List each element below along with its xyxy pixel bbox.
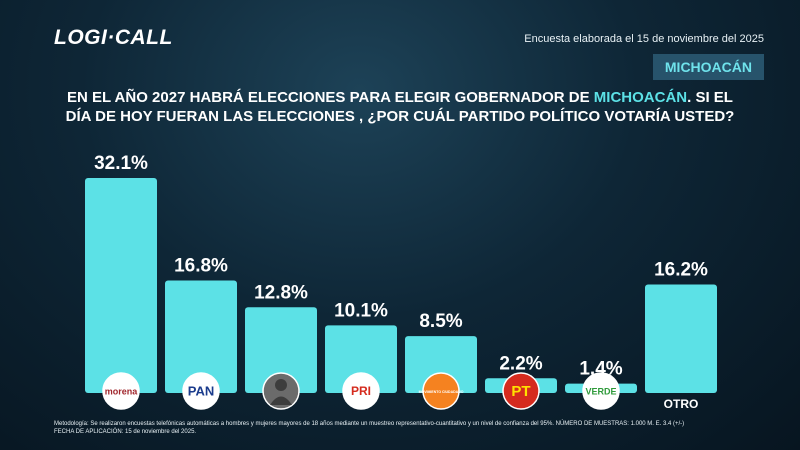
bar bbox=[325, 325, 397, 393]
bar bbox=[405, 336, 477, 393]
party-logo bbox=[502, 372, 540, 410]
title-highlight: MICHOACÁN bbox=[593, 89, 688, 106]
region-badge: MICHOACÁN bbox=[652, 54, 764, 80]
chart-title: EN EL AÑO 2027 HABRÁ ELECCIONES PARA ELE… bbox=[60, 88, 740, 126]
silhouette-body bbox=[270, 396, 292, 405]
bar bbox=[165, 280, 237, 393]
silhouette-head bbox=[275, 379, 287, 391]
party-logo bbox=[102, 372, 140, 410]
footer: Metodología: Se realizaron encuestas tel… bbox=[54, 420, 774, 436]
title-text: . SI EL DÍA DE HOY FUERAN LAS ELECCIONES… bbox=[65, 89, 735, 125]
party-name: MOVIMIENTO CIUDADANO bbox=[419, 390, 464, 394]
value-label: 1.4% bbox=[579, 359, 622, 380]
category-label: OTRO bbox=[664, 397, 699, 411]
bar bbox=[645, 284, 717, 393]
value-label: 16.8% bbox=[174, 255, 228, 276]
bar bbox=[85, 178, 157, 393]
party-logo bbox=[582, 372, 620, 410]
title-text: EN EL AÑO 2027 HABRÁ ELECCIONES PARA ELE… bbox=[67, 89, 594, 106]
value-label: 16.2% bbox=[654, 260, 708, 281]
bar bbox=[245, 307, 317, 393]
party-logo bbox=[182, 372, 220, 410]
value-label: 10.1% bbox=[334, 300, 388, 321]
party-name: PT bbox=[511, 383, 530, 400]
party-name: VERDE bbox=[585, 386, 616, 396]
methodology: Metodología: Se realizaron encuestas tel… bbox=[54, 421, 685, 427]
party-logo bbox=[342, 372, 380, 410]
date-note: Encuesta elaborada el 15 de noviembre de… bbox=[524, 33, 764, 45]
value-label: 12.8% bbox=[254, 282, 308, 303]
value-label: 32.1% bbox=[94, 153, 148, 174]
party-name: PAN bbox=[188, 383, 214, 398]
party-logo bbox=[422, 372, 460, 410]
application-date: FECHA DE APLICACIÓN: 15 de noviembre del… bbox=[54, 429, 197, 435]
value-label: 8.5% bbox=[419, 311, 462, 332]
party-name: PRI bbox=[351, 384, 371, 398]
value-label: 2.2% bbox=[499, 353, 542, 374]
brand-logo: LOGI·CALL bbox=[54, 26, 173, 49]
party-name: morena bbox=[105, 386, 139, 396]
